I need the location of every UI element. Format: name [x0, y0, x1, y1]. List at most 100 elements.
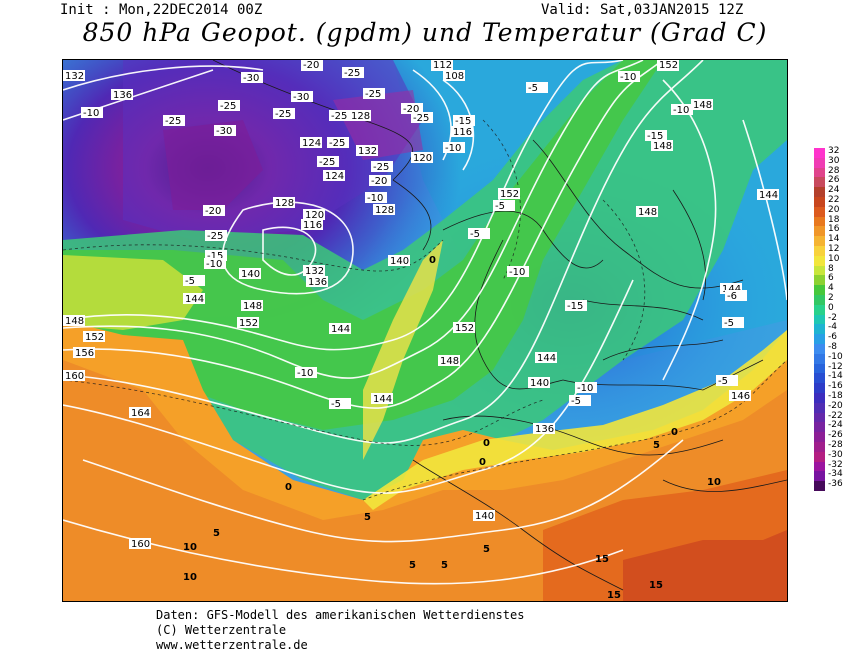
scale-label: 24 [828, 185, 840, 196]
scale-swatch [814, 432, 825, 442]
scale-label: 10 [828, 253, 840, 264]
scale-row: 24 [812, 185, 850, 197]
valid-time: Valid: Sat,03JAN2015 12Z [541, 2, 744, 18]
scale-label: -32 [828, 459, 843, 470]
scale-label: -20 [828, 400, 843, 411]
svg-text:-5: -5 [718, 376, 728, 387]
svg-text:10: 10 [183, 572, 197, 583]
scale-row: 12 [812, 243, 850, 256]
scale-row: 30 [812, 155, 850, 168]
svg-text:128: 128 [351, 111, 370, 122]
scale-swatch [814, 343, 825, 354]
scale-swatch [814, 226, 825, 237]
scale-label: -4 [828, 322, 837, 333]
svg-text:-30: -30 [243, 73, 259, 84]
scale-swatch [814, 353, 825, 364]
svg-text:144: 144 [537, 353, 556, 364]
scale-label: 0 [828, 302, 834, 313]
svg-text:-25: -25 [220, 101, 236, 112]
svg-text:132: 132 [65, 71, 84, 82]
svg-text:144: 144 [185, 294, 204, 305]
scale-row: -16 [812, 381, 850, 393]
svg-text:-5: -5 [571, 396, 581, 407]
svg-text:5: 5 [213, 528, 220, 539]
temperature-labels: -30 -20 -25 -10 -25 -30 -25 -25 -30 -25 … [81, 60, 747, 410]
svg-text:-5: -5 [724, 318, 734, 329]
scale-swatch [814, 294, 825, 305]
scale-swatch [814, 265, 825, 276]
svg-text:152: 152 [239, 318, 258, 329]
scale-row: -18 [812, 390, 850, 403]
svg-text:-30: -30 [293, 92, 309, 103]
scale-label: -34 [828, 469, 843, 480]
scale-row: 4 [812, 283, 850, 295]
scale-label: 30 [828, 155, 840, 166]
svg-text:-25: -25 [331, 111, 347, 122]
scale-row: -34 [812, 469, 850, 482]
scale-swatch [814, 304, 825, 315]
temperature-labels-warm: 0 0 0 0 0 5 5 5 5 5 5 10 10 10 15 15 15 [183, 255, 721, 601]
scale-swatch [814, 441, 825, 452]
svg-text:15: 15 [607, 590, 621, 601]
scale-label: -18 [828, 390, 843, 401]
scale-swatch [814, 314, 825, 325]
svg-text:148: 148 [440, 356, 459, 367]
svg-text:10: 10 [183, 542, 197, 553]
scale-swatch [814, 148, 825, 158]
scale-swatch [814, 275, 825, 286]
svg-text:0: 0 [483, 438, 490, 449]
scale-label: 4 [828, 283, 834, 294]
scale-swatch [814, 451, 825, 462]
svg-text:-5: -5 [185, 276, 195, 287]
scale-label: -10 [828, 351, 843, 362]
scale-swatch [814, 187, 825, 197]
scale-label: 26 [828, 175, 840, 186]
svg-text:-15: -15 [207, 251, 223, 262]
svg-text:144: 144 [373, 394, 392, 405]
svg-text:128: 128 [275, 198, 294, 209]
svg-text:5: 5 [441, 560, 448, 571]
footer-credits: Daten: GFS-Modell des amerikanischen Wet… [156, 608, 524, 653]
scale-row: -24 [812, 420, 850, 433]
scale-row: -14 [812, 371, 850, 384]
scale-row: 8 [812, 263, 850, 276]
scale-label: 12 [828, 243, 840, 254]
scale-label: 16 [828, 224, 840, 235]
scale-row: -2 [812, 312, 850, 325]
scale-swatch [814, 167, 825, 178]
temperature-color-scale: 32 30 28 26 24 22 20 18 16 14 12 10 8 6 4 2 0 -2 -4 -6 -8 -10… [812, 146, 850, 491]
svg-text:160: 160 [65, 371, 84, 382]
svg-text:-10: -10 [83, 108, 99, 119]
scale-swatch [814, 157, 825, 168]
scale-row: 18 [812, 214, 850, 227]
scale-swatch [814, 383, 825, 393]
scale-row: 14 [812, 234, 850, 246]
scale-label: 18 [828, 214, 840, 225]
scale-label: -28 [828, 439, 843, 450]
svg-text:152: 152 [500, 189, 519, 200]
scale-swatch [814, 255, 825, 266]
scale-row: -20 [812, 400, 850, 413]
scale-swatch [814, 422, 825, 433]
svg-text:-25: -25 [207, 231, 223, 242]
scale-swatch [814, 373, 825, 384]
svg-text:124: 124 [302, 138, 321, 149]
svg-text:140: 140 [530, 378, 549, 389]
svg-text:15: 15 [649, 580, 663, 591]
svg-text:136: 136 [308, 277, 327, 288]
svg-text:140: 140 [475, 511, 494, 522]
geopotential-labels: 132 136 112 108 116 120 124 128 132 124 … [63, 60, 779, 550]
chart-title: 850 hPa Geopot. (gpdm) und Temperatur (G… [82, 18, 768, 47]
scale-swatch [814, 177, 825, 188]
scale-label: -2 [828, 312, 837, 323]
svg-text:-10: -10 [445, 143, 461, 154]
scale-row: 28 [812, 166, 850, 178]
footer-website: www.wetterzentrale.de [156, 638, 308, 652]
svg-text:116: 116 [453, 127, 472, 138]
scale-swatch [814, 402, 825, 413]
svg-text:112: 112 [433, 60, 452, 71]
scale-label: 8 [828, 263, 834, 274]
svg-text:-30: -30 [216, 126, 232, 137]
scale-label: -6 [828, 332, 837, 343]
scale-label: 14 [828, 234, 840, 245]
